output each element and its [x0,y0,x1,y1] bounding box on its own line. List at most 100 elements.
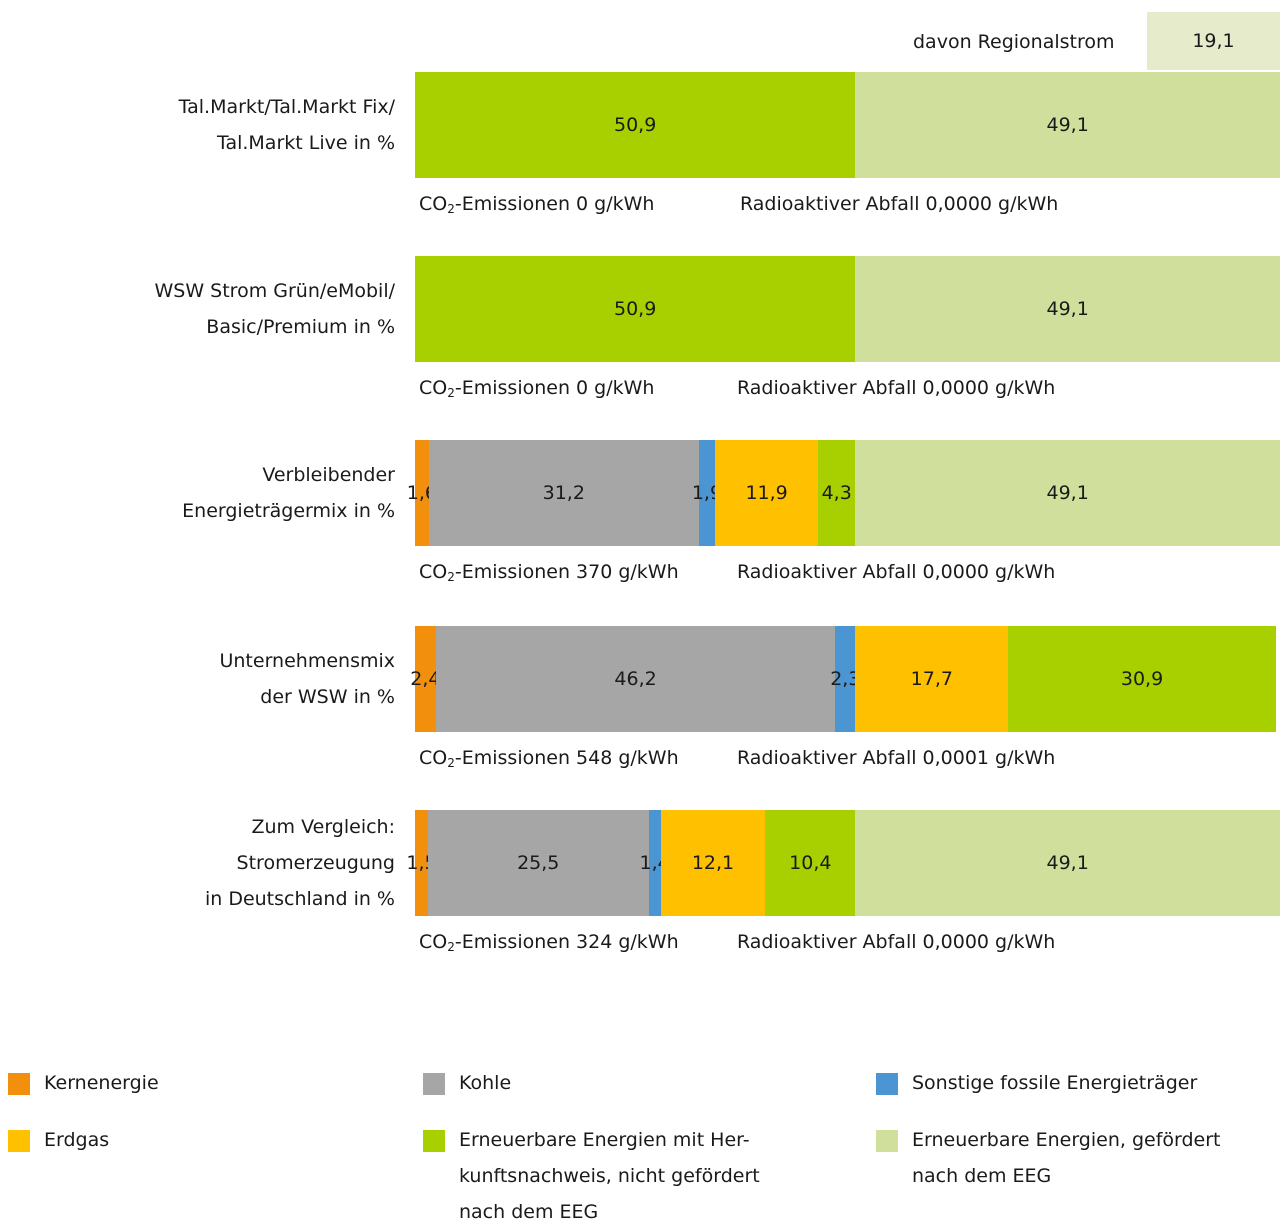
radioactive-waste: Radioaktiver Abfall 0,0000 g/kWh [737,931,1056,953]
legend-label-line: Erneuerbare Energien mit Her- [459,1129,750,1151]
co2-subscript: 2 [447,756,455,770]
radioactive-waste: Radioaktiver Abfall 0,0000 g/kWh [740,193,1059,215]
bar-value-label: 11,9 [745,482,788,504]
bar-value-label: 10,4 [789,852,832,874]
co2-value: -Emissionen 324 g/kWh [454,931,679,953]
co2-value: -Emissionen 370 g/kWh [454,561,679,583]
bar-segment-ee_hkn [415,72,856,178]
bar-segment-ee_hkn [1008,626,1276,732]
bar-value-label: 49,1 [1046,298,1089,320]
co2-prefix: CO [419,193,448,215]
bar-segment-ee_eeg [855,256,1280,362]
co2-subscript: 2 [447,202,455,216]
bar-value-label: 17,7 [910,668,953,690]
bar-value-label: 30,9 [1120,668,1164,690]
bar-segment-kohle [427,810,649,916]
co2-value: -Emissionen 548 g/kWh [454,747,679,769]
legend-swatch [876,1130,898,1152]
bar-segment-erdgas [855,626,1009,732]
legend-label-line: Erneuerbare Energien, gefördert [912,1129,1221,1151]
regional-value: 19,1 [1192,30,1235,52]
co2-subscript: 2 [447,570,455,584]
co2-prefix: CO [419,747,448,769]
radioactive-waste: Radioaktiver Abfall 0,0000 g/kWh [737,377,1056,399]
bar-value-label: 1,9 [691,482,723,504]
legend-label-line: nach dem EEG [912,1165,1052,1187]
legend-swatch [876,1073,898,1095]
row-label-line: Tal.Markt/Tal.Markt Fix/ [178,96,395,118]
bar-segment-kohle [435,626,836,732]
legend-label: Kernenergie [44,1072,159,1094]
co2-subscript: 2 [447,940,455,954]
bar-value-label: 49,1 [1046,852,1089,874]
row-label-line: Basic/Premium in % [206,316,395,338]
bar-segment-ee_eeg [855,810,1280,916]
row-label-line: Zum Vergleich: [251,816,396,838]
row-label-line: Energieträgermix in % [182,500,395,522]
legend-swatch [423,1130,445,1152]
bar-value-label: 31,2 [542,482,585,504]
bar-value-label: 50,9 [613,114,657,136]
row-label-line: in Deutschland in % [204,888,395,910]
co2-prefix: CO [419,561,448,583]
co2-emissions: CO2-Emissionen 370 g/kWh [419,561,679,584]
bar-segment-ee_eeg [855,72,1280,178]
stacked-bar: 2,4 46,2 2,3 17,7 30,9 [410,626,1280,732]
bar-segment-kernenergie [415,440,429,546]
legend-label: Erneuerbare Energien, gefördert nach dem … [912,1122,1242,1194]
stacked-bar: 50,9 49,1 [415,256,1280,362]
regional-value-box: 19,1 [1147,12,1280,70]
bar-value-label: 2,3 [830,668,861,690]
co2-emissions: CO2-Emissionen 0 g/kWh [419,193,654,216]
bar-segment-ee_hkn [765,810,856,916]
bar-segment-kernenergie [415,810,428,916]
legend-label: Erneuerbare Energien mit Her-kunftsnachw… [459,1122,789,1230]
co2-emissions: CO2-Emissionen 324 g/kWh [419,931,679,954]
bar-value-label: 49,1 [1046,482,1089,504]
radioactive-waste: Radioaktiver Abfall 0,0001 g/kWh [737,747,1056,769]
bar-value-label: 49,1 [1046,114,1089,136]
row-label-line: Stromerzeugung [236,852,395,874]
bar-segment-erdgas [715,440,819,546]
row-label-line: Verbleibender [262,464,395,486]
bar-value-label: 12,1 [691,852,735,874]
bar-value-label: 4,3 [821,482,852,504]
row-label-line: der WSW in % [260,686,395,708]
row-label-line: Tal.Markt Live in % [216,132,395,154]
legend-swatch [8,1073,30,1095]
bar-segment-erdgas [660,810,766,916]
bar-segment-sonstige [835,626,856,732]
bar-value-label: 25,5 [517,852,560,874]
legend-label-line: nach dem EEG [459,1201,599,1223]
co2-value: -Emissionen 0 g/kWh [454,193,655,215]
regional-label: davon Regionalstrom [913,31,1115,53]
bar-segment-ee_eeg [855,440,1280,546]
row-label-line: Unternehmensmix [219,650,395,672]
legend-label: Kohle [459,1072,512,1094]
bar-segment-sonstige [648,810,661,916]
bar-segment-sonstige [698,440,716,546]
bar-value-label: 2,4 [410,668,441,690]
co2-subscript: 2 [447,386,455,400]
bar-segment-kernenergie [415,626,436,732]
stacked-bar: 50,9 49,1 [415,72,1280,178]
co2-emissions: CO2-Emissionen 0 g/kWh [419,377,654,400]
co2-emissions: CO2-Emissionen 548 g/kWh [419,747,679,770]
legend-label-line: kunftsnachweis, nicht gefördert [459,1165,760,1187]
bar-value-label: 46,2 [614,668,657,690]
co2-prefix: CO [419,931,448,953]
co2-prefix: CO [419,377,448,399]
legend-swatch [8,1130,30,1152]
stacked-bar: 1,5 25,5 1,4 12,1 10,4 49,1 [406,810,1280,916]
co2-value: -Emissionen 0 g/kWh [454,377,655,399]
bar-segment-kohle [428,440,699,546]
row-label-line: WSW Strom Grün/eMobil/ [154,280,396,302]
bar-segment-ee_hkn [415,256,856,362]
bar-value-label: 50,9 [613,298,657,320]
radioactive-waste: Radioaktiver Abfall 0,0000 g/kWh [737,561,1056,583]
legend-swatch [423,1073,445,1095]
legend-label: Sonstige fossile Energieträger [912,1072,1198,1094]
bar-segment-ee_hkn [818,440,856,546]
legend-label: Erdgas [44,1129,110,1151]
stacked-bar: 1,6 31,2 1,9 11,9 4,3 49,1 [407,440,1280,546]
